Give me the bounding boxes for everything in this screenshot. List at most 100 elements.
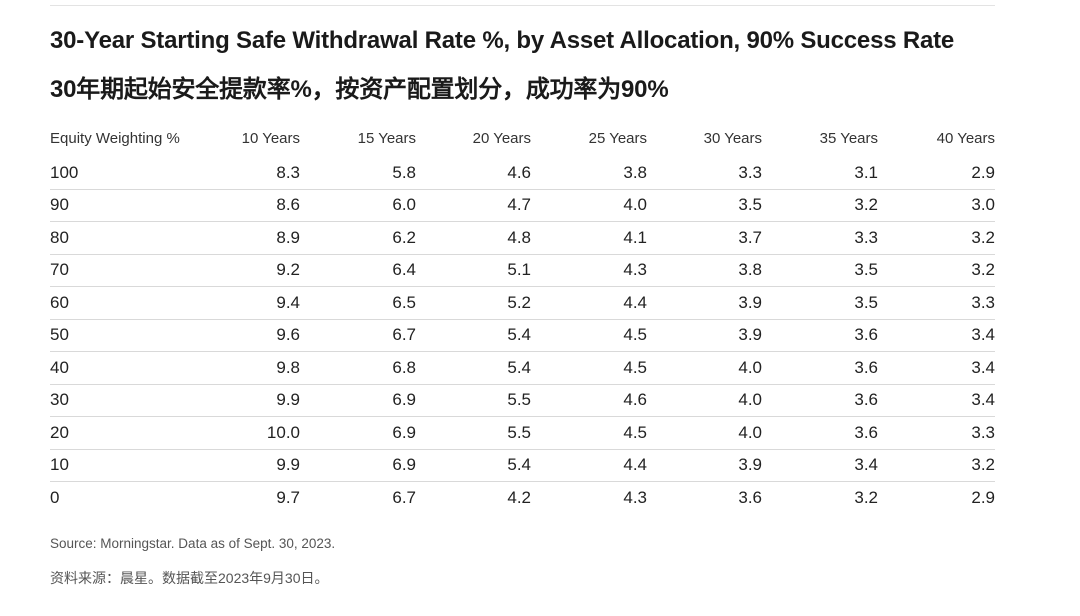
row-label-equity-weighting: 100 [50, 162, 79, 182]
table-cell-rate: 3.4 [854, 455, 878, 475]
table-cell-rate: 3.8 [623, 162, 647, 182]
table-cell-rate: 2.9 [971, 162, 995, 182]
table-cell-rate: 5.5 [507, 422, 531, 442]
table-row: 20 10.0 6.9 5.5 4.5 4.0 3.6 3.3 [50, 417, 995, 450]
table-cell-rate: 10.0 [266, 422, 300, 442]
table-cell-rate: 6.2 [392, 227, 416, 247]
table-cell-rate: 4.5 [623, 325, 647, 345]
table-cell-rate: 5.8 [392, 162, 416, 182]
table-row: 70 9.2 6.4 5.1 4.3 3.8 3.5 3.2 [50, 255, 995, 287]
column-header-horizon: 20 Years [472, 130, 531, 147]
table-cell-rate: 9.7 [276, 488, 300, 508]
table-cell-rate: 3.6 [738, 488, 762, 508]
table-cell-rate: 5.4 [507, 357, 531, 377]
table-cell-rate: 4.3 [623, 260, 647, 280]
table-cell-rate: 6.9 [392, 455, 416, 475]
table-cell-rate: 3.6 [854, 390, 878, 410]
table-cell-rate: 3.0 [971, 195, 995, 215]
table-cell-rate: 3.5 [854, 260, 878, 280]
column-header-horizon: 30 Years [703, 130, 762, 147]
table-cell-rate: 6.9 [392, 422, 416, 442]
table-cell-rate: 3.7 [738, 227, 762, 247]
row-label-equity-weighting: 40 [50, 357, 69, 377]
table-cell-rate: 4.4 [623, 455, 647, 475]
table-cell-rate: 6.0 [392, 195, 416, 215]
table-cell-rate: 4.2 [507, 488, 531, 508]
table-row: 40 9.8 6.8 5.4 4.5 4.0 3.6 3.4 [50, 352, 995, 385]
table-cell-rate: 6.4 [392, 260, 416, 280]
table-row: 100 8.3 5.8 4.6 3.8 3.3 3.1 2.9 [50, 157, 995, 190]
table-cell-rate: 9.8 [276, 357, 300, 377]
table-cell-rate: 4.1 [623, 227, 647, 247]
table-cell-rate: 3.5 [738, 195, 762, 215]
table-cell-rate: 5.4 [507, 455, 531, 475]
table-cell-rate: 4.8 [507, 227, 531, 247]
column-header-horizon: 40 Years [936, 130, 995, 147]
table-cell-rate: 4.0 [738, 390, 762, 410]
table-cell-rate: 6.7 [392, 488, 416, 508]
table-cell-rate: 9.9 [276, 455, 300, 475]
table-row: 30 9.9 6.9 5.5 4.6 4.0 3.6 3.4 [50, 385, 995, 417]
table-cell-rate: 9.9 [276, 390, 300, 410]
column-header-horizon: 35 Years [819, 130, 878, 147]
table-cell-rate: 4.7 [507, 195, 531, 215]
row-label-equity-weighting: 20 [50, 422, 69, 442]
table-row: 90 8.6 6.0 4.7 4.0 3.5 3.2 3.0 [50, 190, 995, 222]
table-cell-rate: 4.4 [623, 292, 647, 312]
table-cell-rate: 4.5 [623, 422, 647, 442]
table-cell-rate: 6.5 [392, 292, 416, 312]
row-label-equity-weighting: 30 [50, 390, 69, 410]
withdrawal-rate-table: Equity Weighting % 10 Years 15 Years 20 Yea… [50, 120, 995, 515]
table-cell-rate: 4.0 [623, 195, 647, 215]
table-cell-rate: 3.9 [738, 292, 762, 312]
table-cell-rate: 6.8 [392, 357, 416, 377]
row-label-equity-weighting: 60 [50, 292, 69, 312]
table-cell-rate: 5.5 [507, 390, 531, 410]
table-cell-rate: 9.6 [276, 325, 300, 345]
table-cell-rate: 3.1 [854, 162, 878, 182]
table-row: 0 9.7 6.7 4.2 4.3 3.6 3.2 2.9 [50, 482, 995, 515]
row-label-equity-weighting: 70 [50, 260, 69, 280]
table-row: 10 9.9 6.9 5.4 4.4 3.9 3.4 3.2 [50, 450, 995, 482]
table-cell-rate: 3.2 [971, 455, 995, 475]
chart-title-english: 30-Year Starting Safe Withdrawal Rate %,… [50, 27, 955, 54]
table-cell-rate: 2.9 [971, 488, 995, 508]
row-label-equity-weighting: 0 [50, 488, 60, 508]
table-row: 50 9.6 6.7 5.4 4.5 3.9 3.6 3.4 [50, 320, 995, 352]
row-label-equity-weighting: 90 [50, 195, 69, 215]
table-cell-rate: 5.1 [507, 260, 531, 280]
table-cell-rate: 6.9 [392, 390, 416, 410]
table-cell-rate: 9.2 [276, 260, 300, 280]
column-header-horizon: 10 Years [241, 130, 300, 147]
table-cell-rate: 3.4 [971, 390, 995, 410]
table-cell-rate: 4.6 [507, 162, 531, 182]
row-label-equity-weighting: 80 [50, 227, 69, 247]
table-cell-rate: 3.9 [738, 325, 762, 345]
table-cell-rate: 3.9 [738, 455, 762, 475]
table-cell-rate: 3.6 [854, 422, 878, 442]
table-cell-rate: 4.3 [623, 488, 647, 508]
table-cell-rate: 3.2 [971, 227, 995, 247]
row-label-equity-weighting: 50 [50, 325, 69, 345]
source-note-english: Source: Morningstar. Data as of Sept. 30… [50, 536, 336, 551]
chart-title-chinese: 30年期起始安全提款率%，按资产配置划分，成功率为90% [50, 76, 669, 103]
table-row: 60 9.4 6.5 5.2 4.4 3.9 3.5 3.3 [50, 287, 995, 320]
table-cell-rate: 4.0 [738, 422, 762, 442]
table-cell-rate: 5.2 [507, 292, 531, 312]
table-cell-rate: 8.3 [276, 162, 300, 182]
table-cell-rate: 3.3 [971, 292, 995, 312]
source-note-chinese: 资料来源：晨星。数据截至2023年9月30日。 [50, 570, 329, 586]
table-cell-rate: 4.6 [623, 390, 647, 410]
table-cell-rate: 6.7 [392, 325, 416, 345]
table-cell-rate: 3.6 [854, 357, 878, 377]
table-cell-rate: 3.5 [854, 292, 878, 312]
table-cell-rate: 3.2 [854, 488, 878, 508]
table-cell-rate: 3.2 [971, 260, 995, 280]
table-cell-rate: 3.2 [854, 195, 878, 215]
table-cell-rate: 4.5 [623, 357, 647, 377]
table-header-row: Equity Weighting % 10 Years 15 Years 20 Yea… [50, 120, 995, 157]
table-cell-rate: 3.3 [971, 422, 995, 442]
column-header-horizon: 25 Years [588, 130, 647, 147]
table-cell-rate: 3.6 [854, 325, 878, 345]
table-cell-rate: 3.3 [738, 162, 762, 182]
